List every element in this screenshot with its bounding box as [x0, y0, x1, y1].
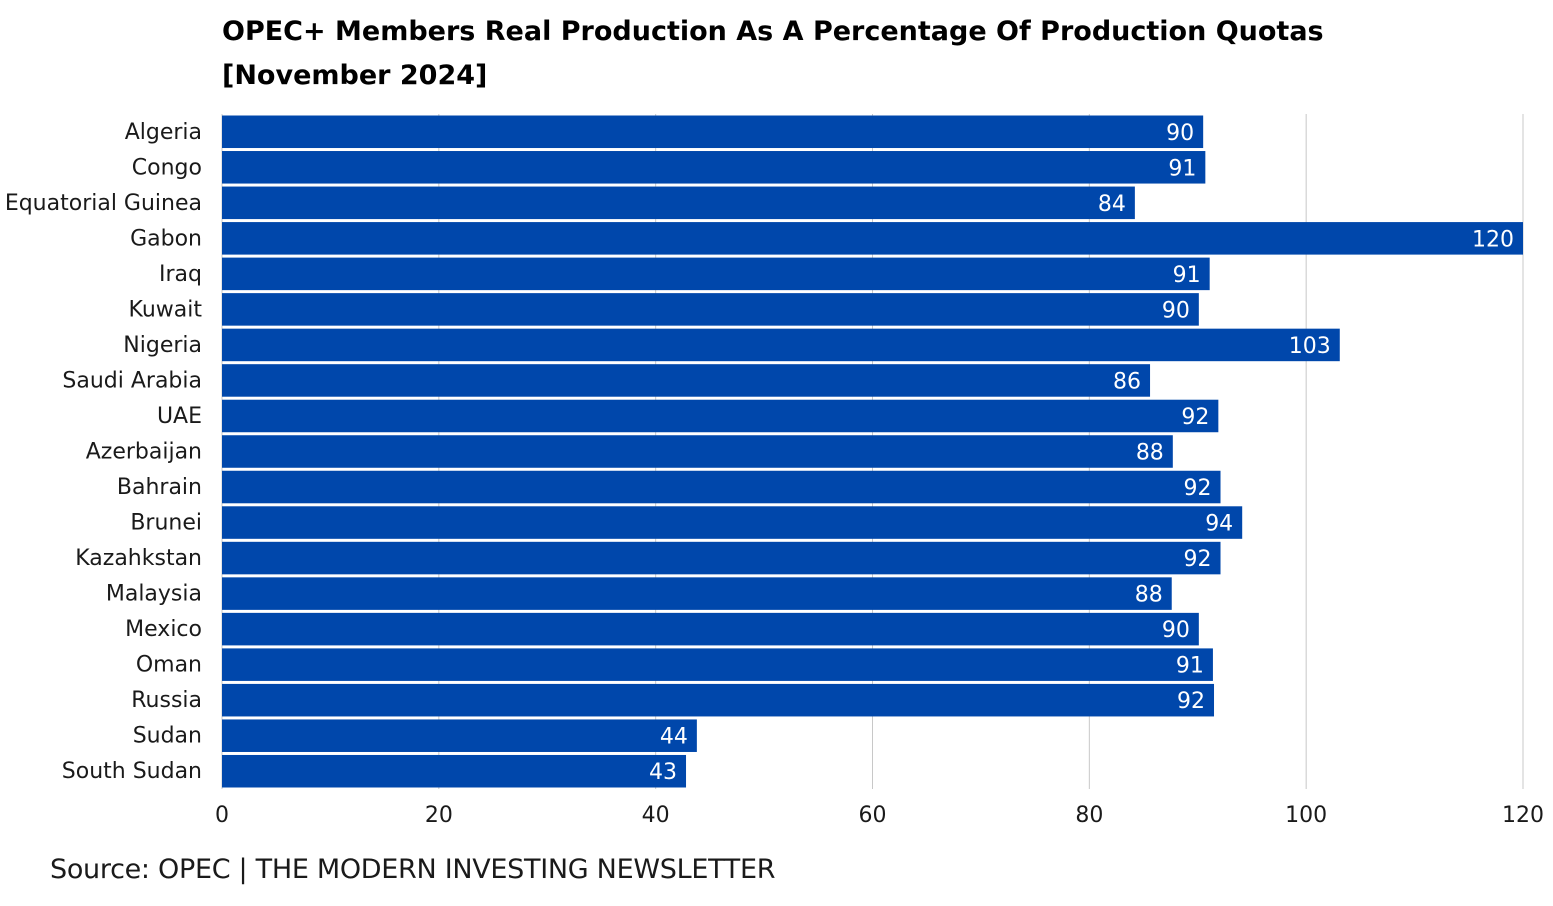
category-label: Oman — [136, 653, 202, 678]
category-label: Sudan — [133, 724, 202, 749]
x-tick-label: 40 — [642, 803, 670, 828]
x-axis-ticks: 0 20 40 60 80 100 120 — [215, 803, 1544, 828]
bar-value-label: 43 — [649, 760, 677, 785]
bar-value-label: 88 — [1135, 583, 1163, 608]
category-label: Brunei — [130, 511, 202, 536]
bar-value-label: 88 — [1136, 441, 1164, 466]
bar-value-label: 91 — [1173, 263, 1201, 288]
bar-nigeria — [222, 328, 1340, 362]
x-tick-label: 80 — [1075, 803, 1103, 828]
category-label: Congo — [132, 155, 202, 180]
bar-value-label: 44 — [660, 725, 688, 750]
category-label: Equatorial Guinea — [5, 191, 202, 216]
bar-brunei — [222, 506, 1243, 539]
x-tick-label: 60 — [859, 803, 887, 828]
bar-value-label: 103 — [1289, 334, 1331, 359]
category-label: Algeria — [125, 120, 202, 145]
bar-south-sudan — [222, 754, 687, 788]
bar-value-label: 92 — [1181, 405, 1209, 430]
bar-value-label: 91 — [1176, 654, 1204, 679]
bar-sudan — [222, 719, 697, 752]
bar-value-label: 86 — [1113, 369, 1141, 394]
bars: 90 91 84 120 91 90 103 86 92 88 92 94 92 88 90 91 92 44 43 — [222, 115, 1523, 788]
x-tick-label: 0 — [215, 803, 229, 828]
bar-iraq — [222, 257, 1210, 291]
category-label: Kazahkstan — [75, 546, 202, 571]
bar-value-label: 120 — [1472, 227, 1514, 252]
bar-chart: 90 91 84 120 91 90 103 86 92 88 92 94 92 88 90 91 92 44 43… — [5, 114, 1544, 828]
bar-uae — [222, 399, 1219, 433]
bar-congo — [222, 151, 1206, 184]
bar-value-label: 90 — [1162, 618, 1190, 643]
chart-title-line-2: [November 2024] — [222, 60, 488, 91]
bar-azerbaijan — [222, 435, 1173, 468]
category-label: UAE — [157, 404, 202, 429]
bar-value-label: 90 — [1162, 298, 1190, 323]
bar-malaysia — [222, 577, 1172, 610]
bar-gabon — [222, 222, 1523, 255]
bar-value-label: 90 — [1166, 121, 1194, 146]
x-tick-label: 20 — [425, 803, 453, 828]
bar-russia — [222, 683, 1215, 717]
bar-kuwait — [222, 293, 1199, 326]
category-label: Malaysia — [106, 582, 202, 607]
bar-value-label: 92 — [1184, 476, 1212, 501]
chart-title: OPEC+ Members Real Production As A Perce… — [222, 10, 1522, 98]
bar-saudi-arabia — [222, 364, 1151, 397]
category-label: Iraq — [159, 262, 202, 287]
bar-value-label: 84 — [1098, 192, 1126, 217]
category-label: Gabon — [130, 226, 202, 251]
chart-title-line-1: OPEC+ Members Real Production As A Perce… — [222, 16, 1324, 47]
category-label: Bahrain — [117, 475, 202, 500]
bar-algeria — [222, 115, 1204, 149]
category-label: Saudi Arabia — [62, 368, 202, 393]
category-label: Kuwait — [129, 297, 203, 322]
category-labels: Algeria Congo Equatorial Guinea Gabon Iraq Ku… — [5, 120, 203, 784]
bar-value-label: 92 — [1177, 689, 1205, 714]
category-label: Azerbaijan — [86, 440, 202, 465]
bar-value-label: 92 — [1184, 547, 1212, 572]
source-note: Source: OPEC | THE MODERN INVESTING NEWS… — [50, 854, 776, 885]
category-label: Mexico — [125, 617, 202, 642]
bar-value-label: 94 — [1205, 512, 1233, 537]
bar-bahrain — [222, 470, 1221, 504]
x-tick-label: 120 — [1502, 803, 1544, 828]
x-tick-label: 100 — [1285, 803, 1327, 828]
bar-value-label: 91 — [1168, 156, 1196, 181]
bar-mexico — [222, 612, 1199, 646]
category-label: Russia — [131, 688, 202, 713]
bar-kazahkstan — [222, 541, 1221, 575]
bar-equatorial-guinea — [222, 186, 1135, 220]
category-label: Nigeria — [123, 333, 202, 358]
bar-oman — [222, 648, 1213, 681]
category-label: South Sudan — [62, 759, 202, 784]
